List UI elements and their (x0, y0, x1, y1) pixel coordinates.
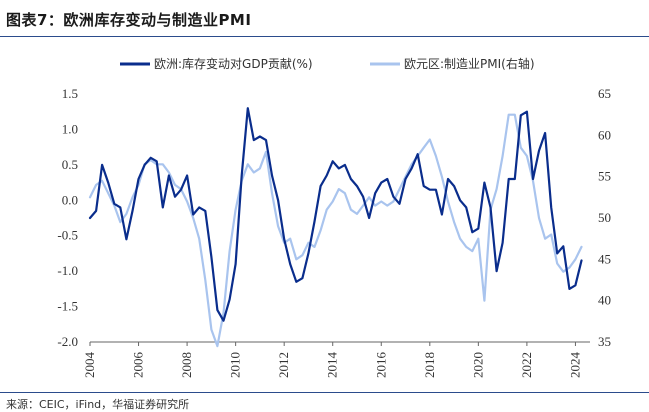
x-tick-label: 2014 (325, 352, 340, 379)
source-note: 来源：CEIC，iFind，华福证券研究所 (6, 398, 190, 411)
x-tick-label: 2010 (228, 352, 243, 378)
series-lines (88, 107, 583, 348)
y-right-tick-label: 35 (598, 334, 611, 349)
axes: 2004 2006 2008 2010 2012 2014 2016 2018 2020 2022… (57, 86, 611, 378)
legend-label-inventory: 欧洲:库存变动对GDP贡献(%) (154, 56, 313, 71)
y-left-tick-label: -2.0 (57, 334, 78, 349)
x-tick-label: 2006 (131, 352, 146, 379)
legend-label-pmi: 欧元区:制造业PMI(右轴) (404, 56, 535, 71)
y-left-tick-label: -0.5 (57, 228, 78, 243)
y-left-tick-label: 1.5 (62, 86, 78, 101)
series-line-pmi (88, 113, 583, 348)
series-line-inventory (88, 107, 583, 322)
y-right-tick-label: 65 (598, 86, 611, 101)
x-tick-label: 2022 (519, 352, 534, 378)
y-right-tick-label: 55 (598, 169, 611, 184)
x-tick-label: 2008 (179, 352, 194, 378)
x-tick-label: 2016 (373, 352, 388, 379)
y-right-tick-label: 40 (598, 293, 611, 308)
y-left-tick-label: -1.0 (57, 263, 78, 278)
x-tick-label: 2020 (470, 352, 485, 378)
y-left-tick-label: 1.0 (62, 121, 78, 136)
footer-rule (0, 392, 649, 393)
x-tick-label: 2018 (422, 352, 437, 378)
y-right-tick-label: 45 (598, 251, 611, 266)
y-right-tick-label: 60 (598, 127, 611, 142)
y-left-tick-label: 0.0 (62, 192, 78, 207)
x-tick-label: 2012 (276, 352, 291, 378)
legend: 欧洲:库存变动对GDP贡献(%) 欧元区:制造业PMI(右轴) (120, 56, 535, 71)
y-right-tick-label: 50 (598, 210, 611, 225)
chart-title: 图表7：欧洲库存变动与制造业PMI (6, 11, 252, 29)
y-left-tick-label: -1.5 (57, 299, 78, 314)
title-rule (0, 36, 649, 37)
x-tick-label: 2024 (567, 352, 582, 379)
x-tick-label: 2004 (82, 352, 97, 379)
y-left-tick-label: 0.5 (62, 157, 78, 172)
chart: 欧洲:库存变动对GDP贡献(%) 欧元区:制造业PMI(右轴) 2004 2006 2… (57, 56, 611, 378)
